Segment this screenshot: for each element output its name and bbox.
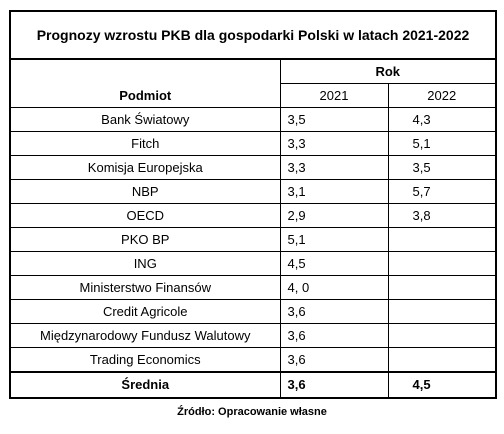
group-header-row: Rok — [9, 58, 497, 84]
table-row: Międzynarodowy Fundusz Walutowy 3,6 — [9, 323, 497, 348]
entity-name: Fitch — [9, 131, 281, 156]
value-2022: 5,1 — [387, 131, 497, 156]
value-2022 — [387, 227, 497, 252]
year-2021-header: 2021 — [279, 83, 389, 108]
average-2021: 3,6 — [279, 371, 389, 399]
entity-name: ING — [9, 251, 281, 276]
table-row: NBP 3,1 5,7 — [9, 179, 497, 204]
value-2021: 3,3 — [279, 131, 389, 156]
entity-name: Trading Economics — [9, 347, 281, 373]
average-2022: 4,5 — [387, 371, 497, 399]
entity-name: PKO BP — [9, 227, 281, 252]
value-2022 — [387, 323, 497, 348]
value-2021: 3,1 — [279, 179, 389, 204]
value-2021: 3,3 — [279, 155, 389, 180]
table-title: Prognozy wzrostu PKB dla gospodarki Pols… — [9, 10, 497, 60]
entity-name: Credit Agricole — [9, 299, 281, 324]
gdp-forecast-table: Prognozy wzrostu PKB dla gospodarki Pols… — [9, 10, 497, 399]
entity-name: OECD — [9, 203, 281, 228]
title-row: Prognozy wzrostu PKB dla gospodarki Pols… — [9, 10, 497, 60]
value-2022 — [387, 347, 497, 373]
entity-name: Komisja Europejska — [9, 155, 281, 180]
table-row: OECD 2,9 3,8 — [9, 203, 497, 228]
value-2021: 3,5 — [279, 107, 389, 132]
table-row: ING 4,5 — [9, 251, 497, 276]
table-row: PKO BP 5,1 — [9, 227, 497, 252]
value-2021: 5,1 — [279, 227, 389, 252]
value-2021: 4, 0 — [279, 275, 389, 300]
value-2022: 3,5 — [387, 155, 497, 180]
value-2021: 3,6 — [279, 299, 389, 324]
value-2022: 4,3 — [387, 107, 497, 132]
value-2022 — [387, 275, 497, 300]
gdp-forecast-table-container: Prognozy wzrostu PKB dla gospodarki Pols… — [9, 10, 497, 399]
table-row: Fitch 3,3 5,1 — [9, 131, 497, 156]
entity-column-header: Podmiot — [9, 83, 281, 108]
value-2022 — [387, 299, 497, 324]
value-2021: 3,6 — [279, 347, 389, 373]
average-label: Średnia — [9, 371, 281, 399]
year-2022-header: 2022 — [387, 83, 497, 108]
value-2022: 3,8 — [387, 203, 497, 228]
value-2022 — [387, 251, 497, 276]
source-note: Źródło: Opracowanie własne — [177, 406, 327, 418]
blank-header-cell — [9, 58, 281, 84]
value-2021: 4,5 — [279, 251, 389, 276]
year-group-header: Rok — [279, 58, 497, 84]
entity-name: Bank Światowy — [9, 107, 281, 132]
table-row: Ministerstwo Finansów 4, 0 — [9, 275, 497, 300]
value-2021: 3,6 — [279, 323, 389, 348]
column-header-row: Podmiot 2021 2022 — [9, 83, 497, 108]
table-row: Bank Światowy 3,5 4,3 — [9, 107, 497, 132]
average-row: Średnia 3,6 4,5 — [9, 371, 497, 399]
value-2022: 5,7 — [387, 179, 497, 204]
entity-name: Ministerstwo Finansów — [9, 275, 281, 300]
table-row: Credit Agricole 3,6 — [9, 299, 497, 324]
entity-name: Międzynarodowy Fundusz Walutowy — [9, 323, 281, 348]
table-row: Trading Economics 3,6 — [9, 347, 497, 373]
value-2021: 2,9 — [279, 203, 389, 228]
entity-name: NBP — [9, 179, 281, 204]
table-row: Komisja Europejska 3,3 3,5 — [9, 155, 497, 180]
